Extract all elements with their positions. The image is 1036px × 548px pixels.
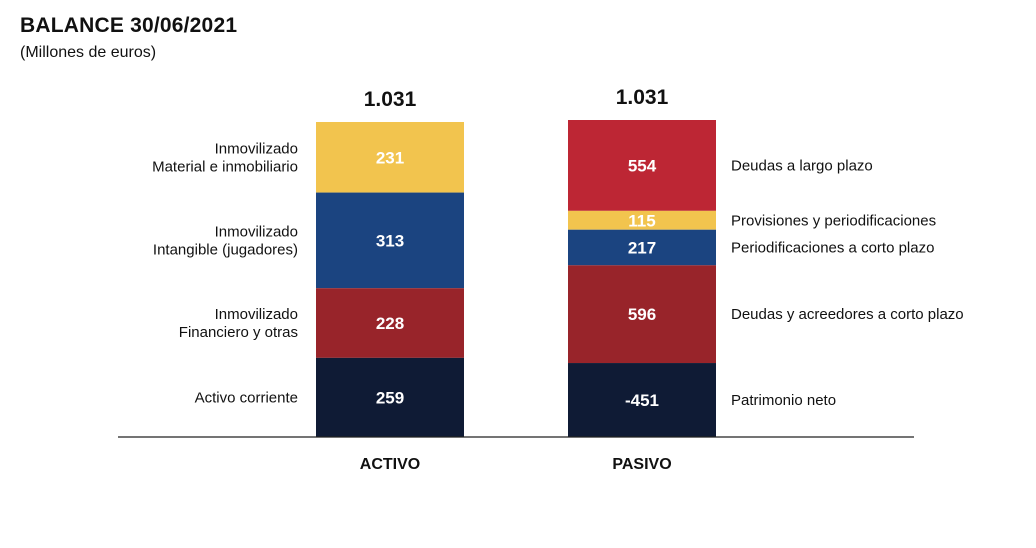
pasivo-segment-label-2: Periodificaciones a corto plazo: [731, 240, 934, 257]
pasivo-category-label: PASIVO: [612, 456, 671, 473]
pasivo-segment-label-line: Provisiones y periodificaciones: [731, 212, 936, 229]
activo-segment-label-line: Inmovilizado: [215, 306, 298, 323]
activo-segment-label-line: Inmovilizado: [215, 223, 298, 240]
chart-subtitle: (Millones de euros): [20, 44, 157, 61]
activo-segment-label-1: Inmovilizado Intangible (jugadores): [153, 223, 298, 258]
pasivo-segment-label-1: Provisiones y periodificaciones: [731, 212, 936, 229]
pasivo-value-label-1: 115: [628, 211, 655, 230]
activo-segment-label-3: Activo corriente: [195, 389, 298, 406]
activo-segment-label-line: Inmovilizado: [215, 140, 298, 157]
activo-segment-label-line: Financiero y otras: [179, 324, 298, 341]
activo-value-label-1: 313: [376, 231, 404, 250]
activo-segment-3: [316, 357, 464, 437]
pasivo-segment-label-line: Patrimonio neto: [731, 392, 836, 409]
activo-category-label: ACTIVO: [360, 456, 420, 473]
pasivo-total-label: 1.031: [616, 86, 669, 109]
pasivo-segment-label-line: Deudas y acreedores a corto plazo: [731, 306, 964, 323]
activo-value-label-0: 231: [376, 148, 404, 167]
activo-segment-label-0: Inmovilizado Material e inmobiliario: [152, 140, 298, 175]
activo-segment-label-line: Intangible (jugadores): [153, 241, 298, 258]
activo-segment-label-line: Activo corriente: [195, 389, 298, 406]
pasivo-value-label-4: -451: [625, 391, 659, 410]
activo-segment-label-2: Inmovilizado Financiero y otras: [179, 306, 298, 341]
activo-total-label: 1.031: [364, 88, 417, 111]
pasivo-segment-4: [568, 363, 716, 437]
activo-value-label-2: 228: [376, 314, 404, 333]
pasivo-segment-1: [568, 210, 716, 230]
activo-segment-2: [316, 288, 464, 358]
pasivo-segment-2: [568, 229, 716, 266]
pasivo-segment-label-line: Periodificaciones a corto plazo: [731, 240, 934, 257]
pasivo-value-label-3: 596: [628, 305, 656, 324]
pasivo-segment-label-0: Deudas a largo plazo: [731, 157, 873, 174]
activo-segment-0: [316, 122, 464, 193]
pasivo-segment-label-4: Patrimonio neto: [731, 392, 836, 409]
pasivo-segment-label-line: Deudas a largo plazo: [731, 157, 873, 174]
pasivo-value-label-2: 217: [628, 239, 656, 258]
pasivo-segment-0: [568, 120, 716, 211]
activo-segment-label-line: Material e inmobiliario: [152, 158, 298, 175]
pasivo-segment-label-3: Deudas y acreedores a corto plazo: [731, 306, 964, 323]
pasivo-value-label-0: 554: [628, 156, 657, 175]
activo-segment-1: [316, 192, 464, 289]
pasivo-segment-3: [568, 265, 716, 364]
chart-title: BALANCE 30/06/2021: [20, 14, 238, 37]
activo-value-label-3: 259: [376, 388, 404, 407]
